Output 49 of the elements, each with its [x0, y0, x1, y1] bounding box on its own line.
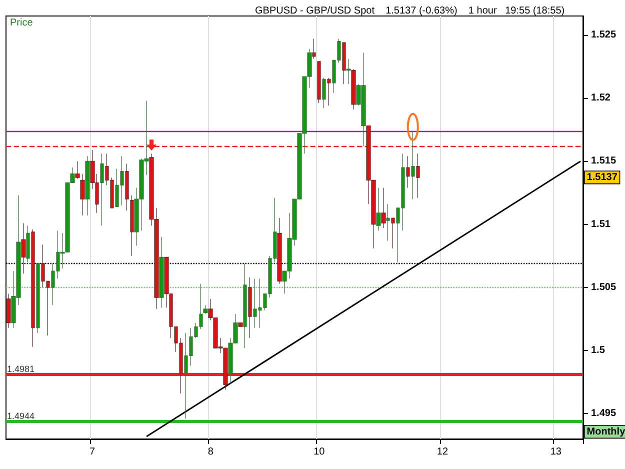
y-tick-label: 1.515 [591, 156, 616, 167]
x-tick-label: 7 [90, 446, 96, 458]
candlestick [376, 187, 381, 231]
annotation: Price [10, 18, 34, 28]
candlestick [351, 68, 356, 110]
x-tick-label: 12 [436, 446, 448, 458]
candlestick [21, 222, 26, 274]
candlestick [130, 195, 134, 256]
y-tick-label: 1.495 [591, 408, 616, 420]
candlestick [80, 174, 85, 216]
candlestick [100, 153, 104, 226]
candlestick [203, 304, 208, 314]
y-tick-label: 1.505 [591, 282, 616, 293]
candlestick [342, 42, 346, 84]
candlestick [85, 156, 90, 216]
y-tick-label: 1.51 [591, 218, 611, 230]
candlestick [75, 160, 80, 180]
x-tick-label: 10 [314, 446, 326, 458]
candlestick [317, 61, 321, 104]
x-tick-label: 8 [208, 446, 214, 458]
text: Monthly [586, 426, 625, 438]
candlestick [391, 218, 395, 249]
candlestick [6, 293, 11, 328]
x-tick-label: 13 [550, 446, 562, 458]
candlestick [159, 236, 164, 308]
candlestick [243, 263, 247, 348]
ref-line-label: 1.4944 [7, 410, 35, 421]
candlestick [248, 277, 252, 338]
chart-title: GBPUSD - GBP/USD Spot 1.5137 (-0.63%) 1 hour 19:55 (18:55) [255, 6, 565, 16]
candlestick [416, 153, 420, 198]
y-tick-label: 1.525 [591, 29, 616, 40]
candlestick [277, 218, 282, 284]
candlestick [238, 322, 243, 327]
candlestick [381, 187, 386, 228]
candlestick [36, 263, 40, 334]
candlestick [406, 156, 410, 188]
candlestick [386, 204, 390, 242]
candlestick [411, 130, 415, 200]
candlestick [26, 225, 30, 263]
candlestick [327, 78, 331, 106]
y-tick-label: 1.52 [591, 92, 611, 104]
candlestick [31, 229, 35, 348]
y-tick-label: 1.5 [591, 345, 606, 356]
candlestick [125, 163, 129, 211]
candlestick [322, 78, 326, 108]
candlestick [312, 38, 316, 60]
ref-line-label: 1.4981 [7, 364, 35, 374]
annotation: 1.5137 [586, 172, 618, 183]
candlestick [346, 58, 351, 84]
